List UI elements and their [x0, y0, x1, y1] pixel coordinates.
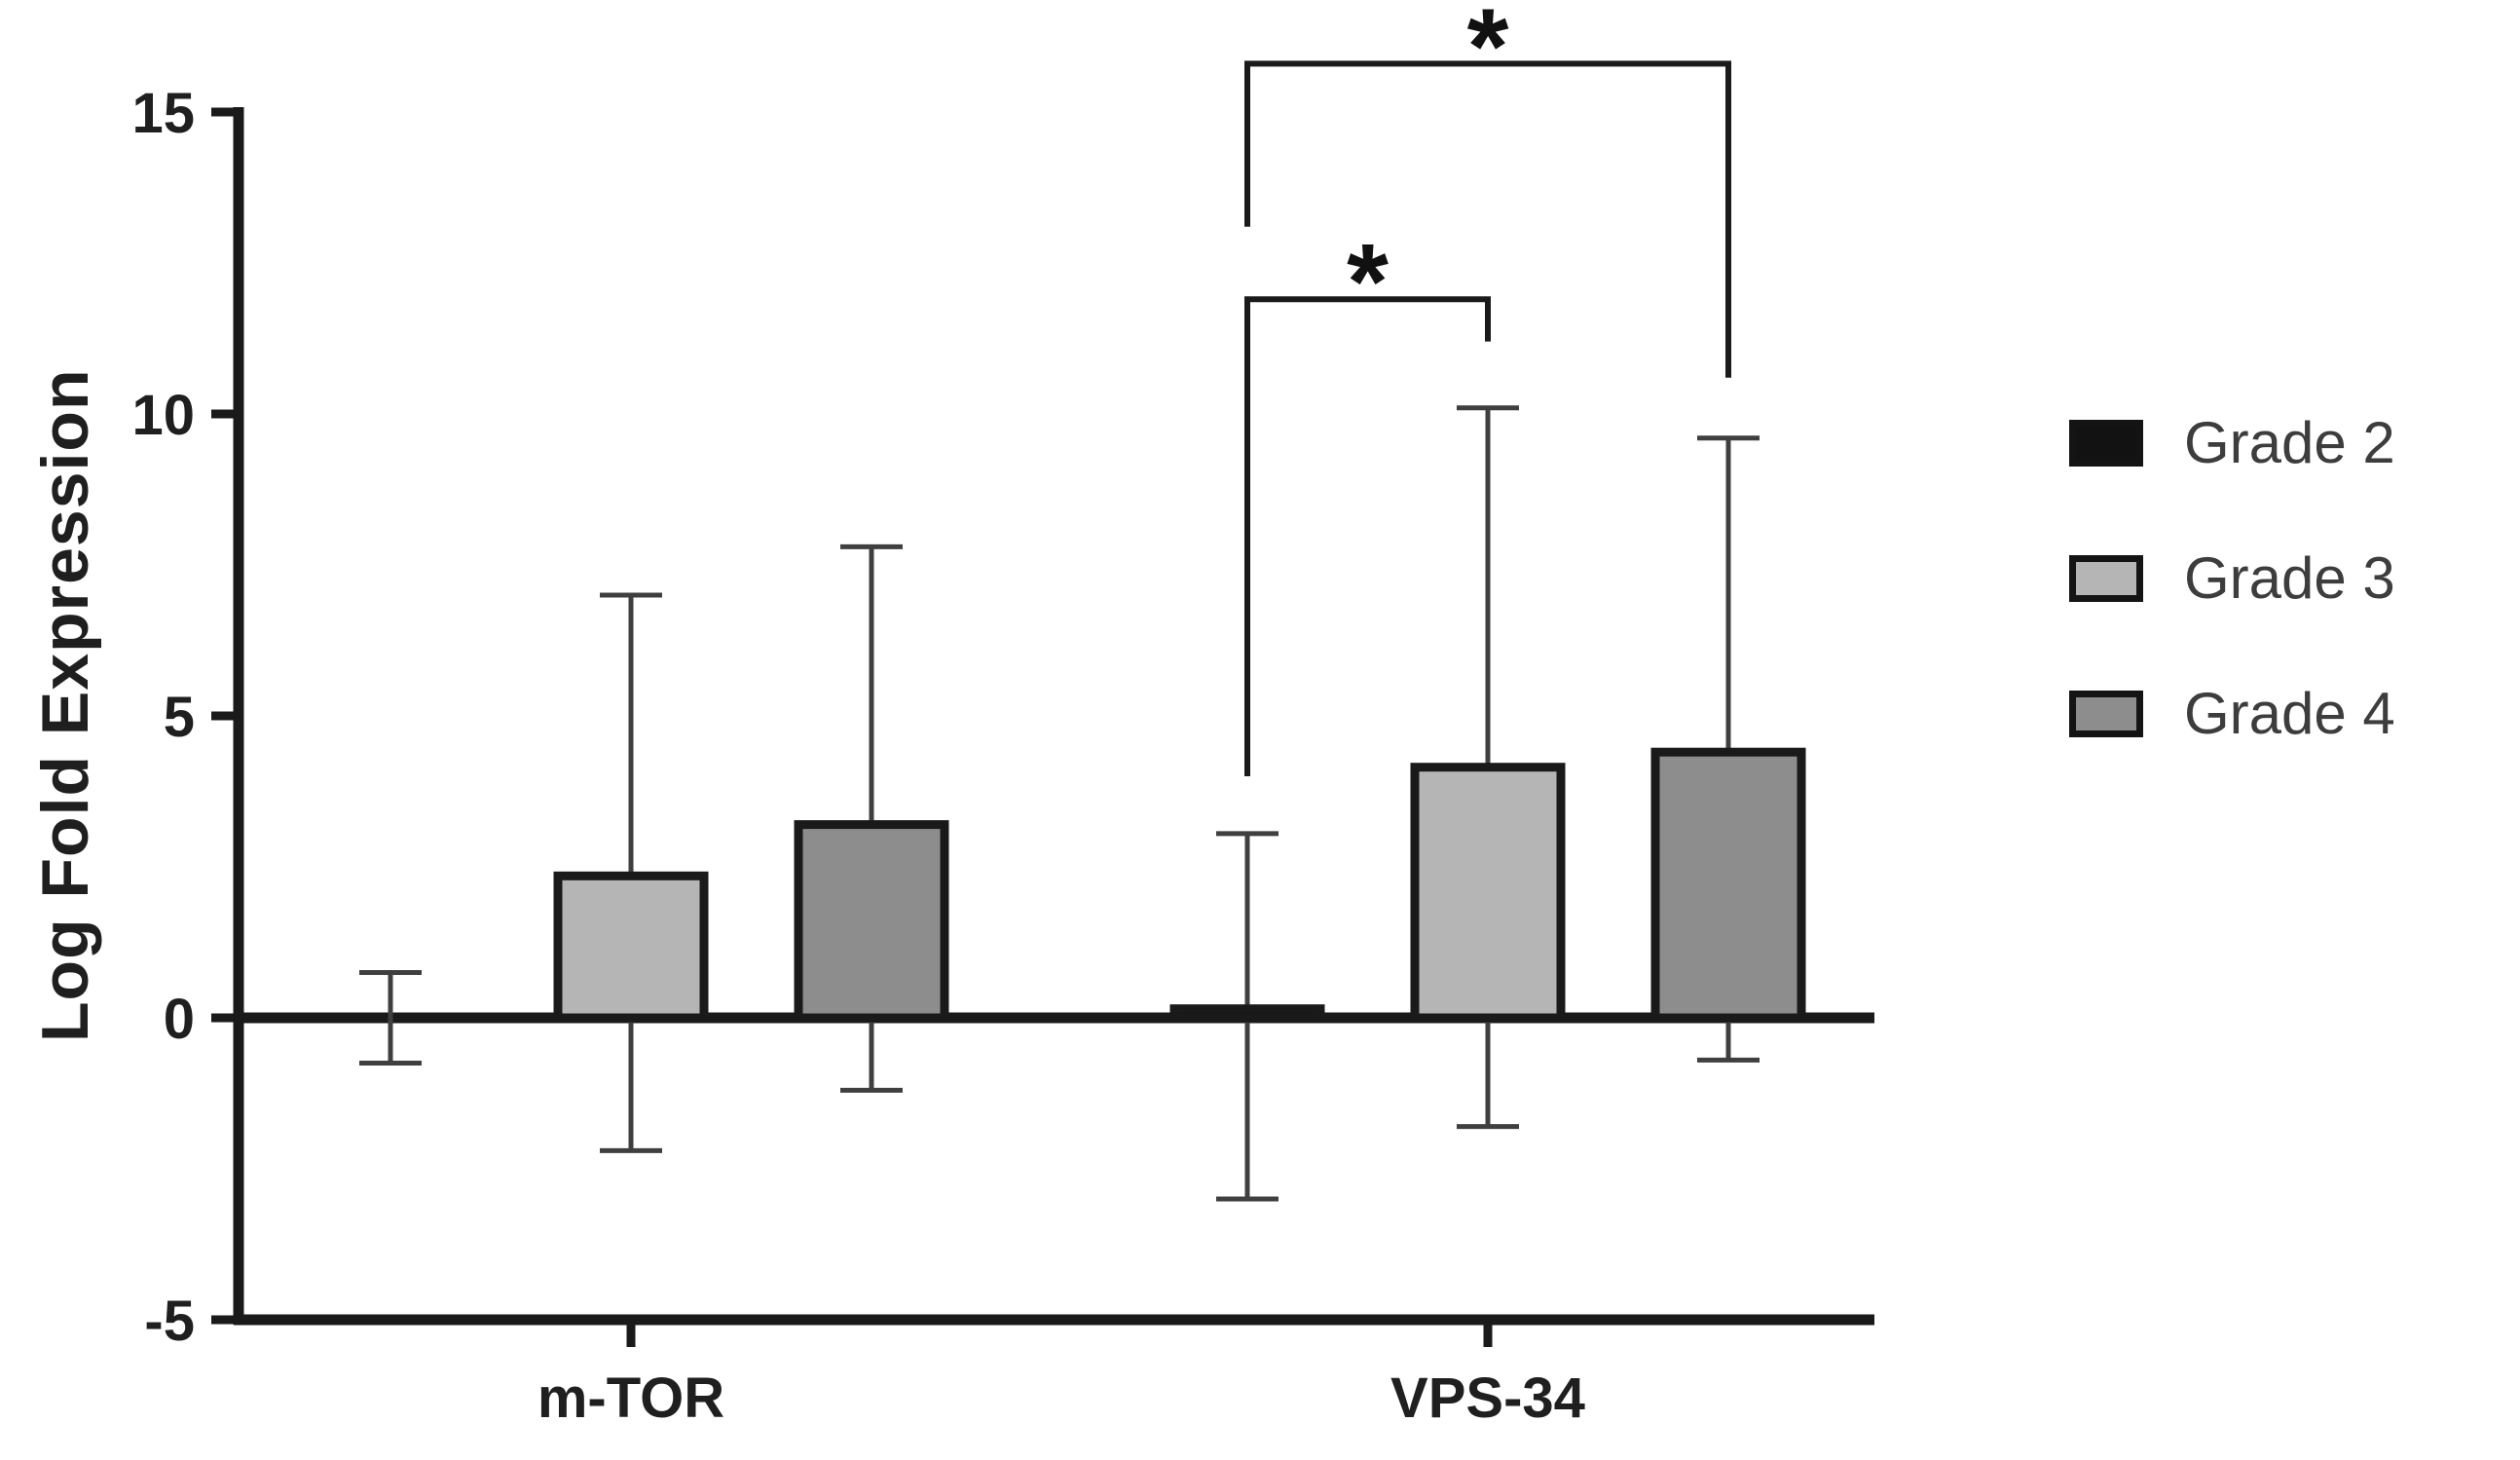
x-category-label: VPS-34	[1390, 1366, 1585, 1430]
legend-swatch-grade-2	[2069, 419, 2143, 467]
bar	[794, 820, 949, 1023]
legend-swatch-grade-4	[2069, 690, 2143, 737]
legend-item-grade-4: Grade 4	[2069, 680, 2395, 747]
significance-star: *	[1347, 222, 1389, 342]
legend-item-grade-2: Grade 2	[2069, 409, 2395, 476]
legend: Grade 2 Grade 3 Grade 4	[2069, 409, 2395, 815]
y-tick-label: 15	[131, 82, 195, 145]
y-tick-label: 5	[164, 686, 195, 749]
y-tick-label: 10	[131, 384, 195, 447]
y-tick-label: -5	[144, 1290, 195, 1353]
legend-swatch-grade-3	[2069, 554, 2143, 602]
significance-bracket	[1244, 296, 1491, 776]
bar	[1169, 1004, 1325, 1023]
legend-item-grade-3: Grade 3	[2069, 544, 2395, 612]
legend-label-grade-2: Grade 2	[2184, 410, 2395, 475]
significance-bracket	[1244, 60, 1731, 378]
bar	[1410, 763, 1566, 1023]
legend-label-grade-4: Grade 4	[2184, 681, 2395, 746]
bar	[1650, 747, 1806, 1023]
x-category-label: m-TOR	[537, 1366, 724, 1430]
legend-label-grade-3: Grade 3	[2184, 545, 2395, 611]
bar	[553, 871, 709, 1023]
significance-star: *	[1467, 0, 1509, 106]
y-tick-label: 0	[164, 988, 195, 1051]
